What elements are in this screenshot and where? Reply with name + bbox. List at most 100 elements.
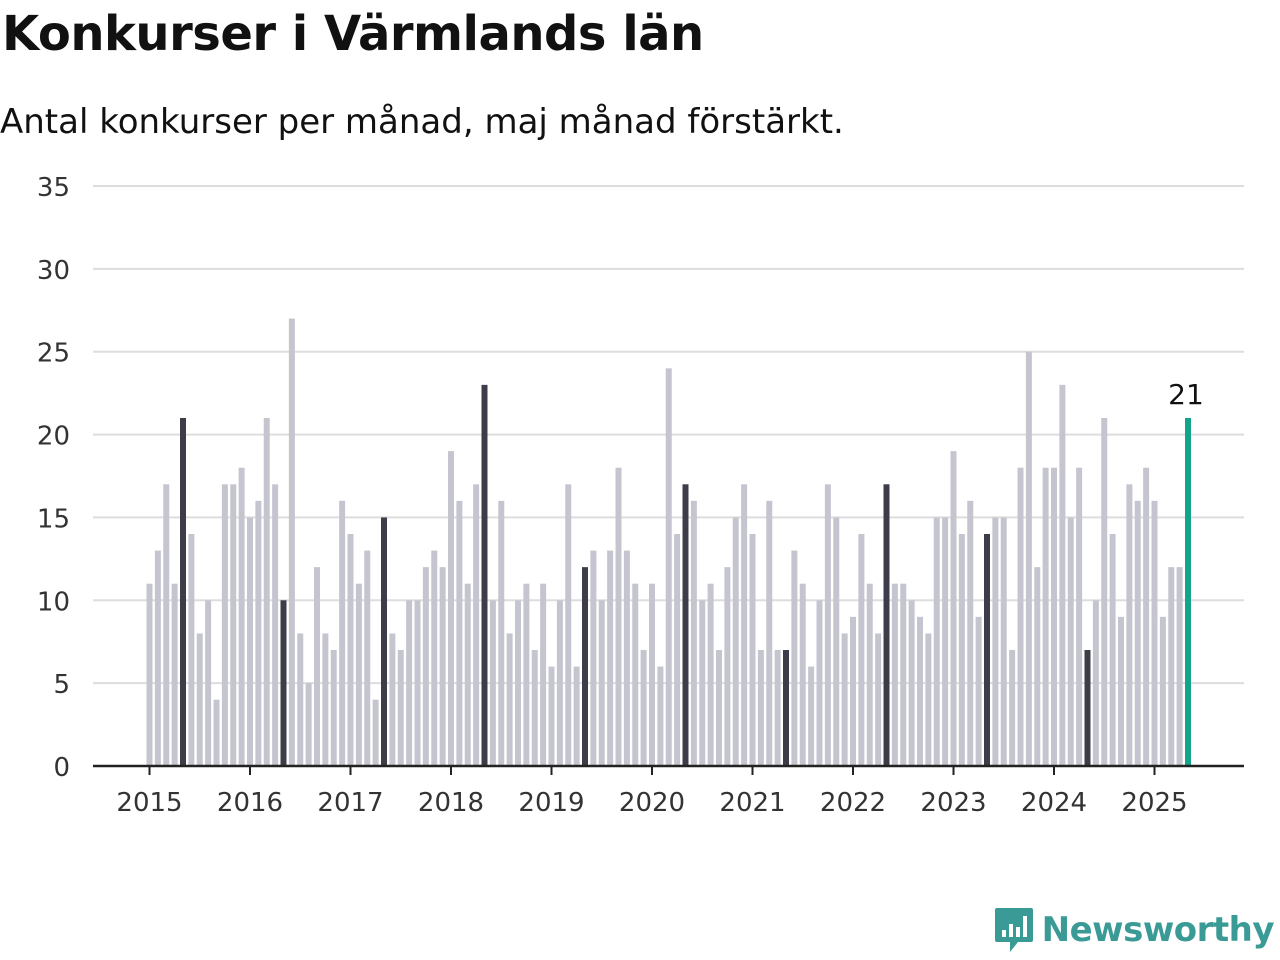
bar-2022-12	[942, 517, 949, 766]
x-tick-label-2018: 2018	[418, 788, 484, 818]
bar-2015-12	[238, 467, 245, 766]
bar-2020-09	[716, 650, 722, 766]
x-tick-label-2015: 2015	[116, 788, 182, 818]
bar-2022-07	[900, 583, 907, 766]
bar-2022-05	[883, 484, 890, 766]
bar-2024-11	[1134, 500, 1141, 766]
bar-2021-02	[757, 650, 764, 766]
bar-2022-11	[933, 517, 940, 766]
bar-2018-02	[456, 500, 463, 766]
bar-chart-speech-bubble-icon	[994, 908, 1033, 952]
bar-2022-09	[917, 616, 923, 766]
bar-2022-04	[875, 633, 882, 766]
bar-2024-05	[1084, 650, 1091, 766]
bar-2021-07	[799, 583, 806, 766]
bar-2019-07	[598, 600, 605, 766]
bar-2018-05	[481, 384, 488, 766]
bar-2016-09	[314, 567, 320, 766]
bar-2023-08	[1009, 650, 1016, 766]
bar-2023-09	[1017, 467, 1024, 766]
x-tick-label-2024: 2024	[1021, 788, 1087, 818]
bar-2021-03	[766, 500, 773, 766]
bar-2025-05	[1185, 418, 1191, 766]
bar-2022-03	[866, 583, 873, 766]
bar-2018-04	[473, 484, 480, 766]
bar-2019-01	[548, 666, 555, 766]
bar-2024-10	[1126, 484, 1133, 766]
bar-2018-07	[498, 500, 505, 766]
bar-2017-10	[422, 567, 429, 766]
bar-2019-09	[615, 467, 622, 766]
bar-2015-08	[205, 600, 212, 766]
bar-2016-11	[330, 650, 337, 766]
data-labels: 21	[1168, 378, 1204, 411]
bar-2017-11	[431, 550, 438, 766]
bar-2024-09	[1118, 616, 1124, 766]
bar-2015-04	[171, 583, 178, 766]
y-axis-ticks: 0 5 10 15 20 25 30 35	[37, 173, 70, 783]
bar-2016-08	[305, 683, 312, 766]
bar-2023-10	[1025, 351, 1032, 766]
bar-2018-03	[464, 583, 471, 766]
bar-2021-01	[749, 534, 756, 766]
y-tick-label: 15	[37, 504, 70, 534]
bar-2024-01	[1051, 467, 1057, 766]
bar-2016-12	[339, 500, 346, 766]
bar-2017-03	[364, 550, 371, 766]
bar-2021-05	[783, 650, 789, 766]
brand-name: Newsworthy	[1041, 910, 1275, 950]
latest-value-label: 21	[1168, 378, 1204, 411]
bar-2023-07	[1000, 517, 1007, 766]
y-tick-label: 5	[53, 670, 70, 700]
bar-2015-05	[180, 418, 186, 766]
bar-2024-06	[1092, 600, 1099, 766]
bar-2019-06	[590, 550, 597, 766]
bar-2019-02	[556, 600, 563, 766]
bar-2021-04	[774, 650, 781, 766]
y-tick-label: 25	[37, 339, 70, 369]
bar-2016-06	[288, 318, 295, 766]
brand-logo: Newsworthy	[994, 906, 1275, 954]
bar-2023-02	[958, 534, 965, 766]
y-tick-label: 0	[53, 753, 70, 783]
bar-2025-03	[1168, 567, 1175, 766]
x-tick-label-2021: 2021	[719, 788, 785, 818]
bar-2024-02	[1059, 384, 1066, 766]
chart-subtitle: Antal konkurser per månad, maj månad för…	[0, 102, 844, 142]
bar-2018-10	[523, 583, 530, 766]
bar-2022-08	[908, 600, 915, 766]
bar-2020-06	[690, 500, 697, 766]
bar-2015-09	[213, 699, 220, 766]
bar-2015-01	[146, 583, 153, 766]
bar-2017-02	[355, 583, 362, 766]
bar-2022-06	[891, 583, 898, 766]
bar-2025-04	[1176, 567, 1183, 766]
bar-2019-10	[623, 550, 630, 766]
x-tick-label-2022: 2022	[820, 788, 886, 818]
bar-2016-04	[272, 484, 279, 766]
bar-2018-06	[489, 600, 496, 766]
bar-2024-03	[1067, 517, 1074, 766]
bar-2020-03	[665, 368, 672, 766]
x-tick-label-2016: 2016	[217, 788, 283, 818]
chart-title: Konkurser i Värmlands län	[2, 6, 704, 62]
bar-2018-09	[515, 600, 521, 766]
bar-2020-11	[732, 517, 739, 766]
bar-2024-08	[1109, 534, 1116, 766]
bar-2016-07	[297, 633, 304, 766]
bar-2017-06	[389, 633, 396, 766]
bar-2019-12	[640, 650, 647, 766]
bar-2015-03	[163, 484, 170, 766]
bar-2022-02	[858, 534, 865, 766]
bar-2019-11	[632, 583, 639, 766]
bar-2019-04	[573, 666, 580, 766]
x-tick-label-2017: 2017	[317, 788, 383, 818]
bar-2025-02	[1159, 616, 1166, 766]
bar-2019-03	[565, 484, 572, 766]
bar-2022-10	[925, 633, 932, 766]
bar-2019-05	[582, 567, 588, 766]
bar-2020-12	[741, 484, 748, 766]
bar-2024-07	[1101, 418, 1108, 766]
bar-2017-12	[439, 567, 446, 766]
